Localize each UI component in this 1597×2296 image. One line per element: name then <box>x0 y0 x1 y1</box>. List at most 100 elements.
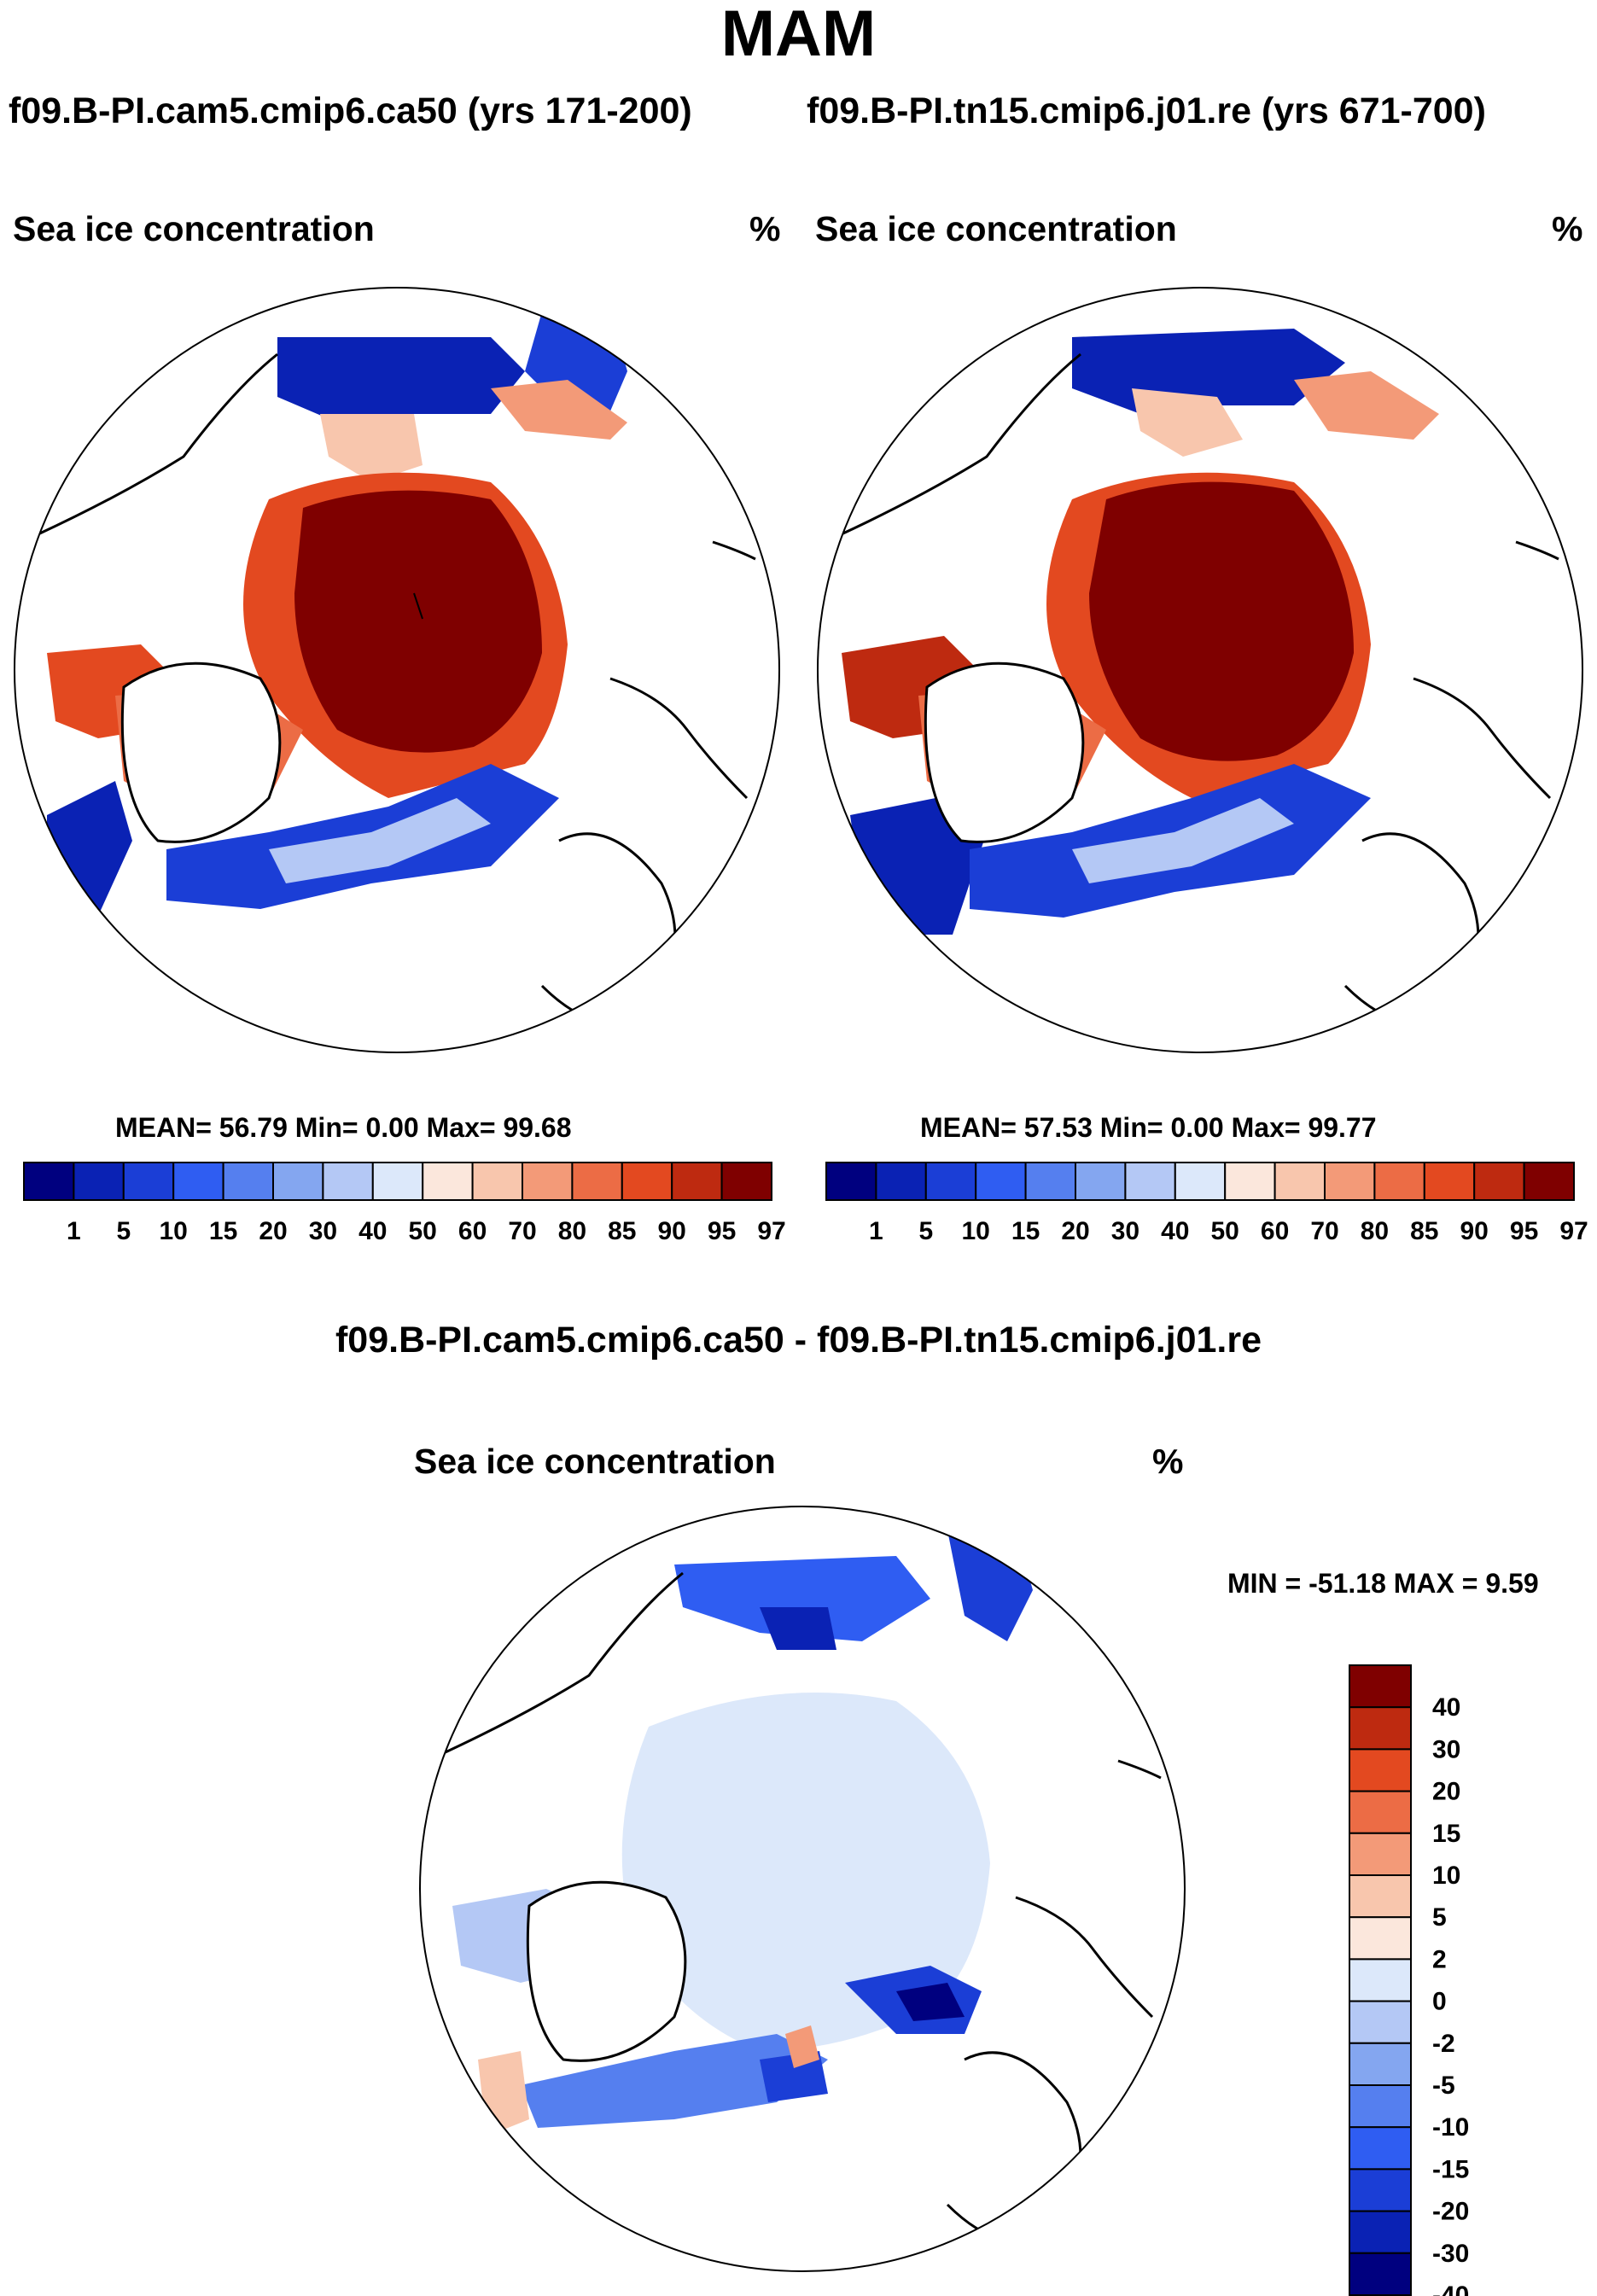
colorbar-tick-label: 20 <box>259 1217 287 1245</box>
colorbar-swatch <box>1349 1958 1412 2002</box>
panel-1-stats: MEAN= 56.79 Min= 0.00 Max= 99.68 <box>115 1112 572 1143</box>
colorbar-swatch <box>1349 1916 1412 1961</box>
colorbar-tick-label: 80 <box>1361 1217 1389 1245</box>
colorbar-tick-label: 90 <box>658 1217 686 1245</box>
panel-1-colorbar: 1 5 10 15 20 30 40 50 60 70 80 85 90 95 97 <box>23 1162 786 1245</box>
colorbar-swatch <box>571 1162 623 1201</box>
colorbar-swatch <box>1349 1790 1412 1834</box>
colorbar-tick-label: 40 <box>1161 1217 1189 1245</box>
colorbar-tick-label: 50 <box>409 1217 437 1245</box>
colorbar-tick-label: 40 <box>358 1217 387 1245</box>
colorbar-tick-label: 85 <box>1410 1217 1438 1245</box>
colorbar-swatch <box>1373 1162 1425 1201</box>
colorbar-tick-label: -20 <box>1432 2198 1469 2226</box>
colorbar-swatch <box>172 1162 224 1201</box>
colorbar-tick-label: 20 <box>1061 1217 1089 1245</box>
colorbar-swatch <box>875 1162 927 1201</box>
colorbar-tick-label: 15 <box>1011 1217 1040 1245</box>
greenland-outline <box>924 661 1085 843</box>
colorbar-swatch <box>720 1162 772 1201</box>
colorbar-swatch <box>1349 1748 1412 1792</box>
colorbar-tick-label: 15 <box>209 1217 237 1245</box>
colorbar-swatch <box>671 1162 723 1201</box>
colorbar-tick-label: -40 <box>1432 2281 1469 2296</box>
fram-strait-increase <box>785 2025 819 2068</box>
colorbar-tick-label: 70 <box>1310 1217 1338 1245</box>
colorbar-tick-label: 1 <box>869 1217 883 1245</box>
bering-strong-decrease <box>760 1607 836 1650</box>
colorbar-tick-label: -30 <box>1432 2240 1469 2268</box>
panel-2-run-title: f09.B-PI.tn15.cmip6.j01.re (yrs 671-700) <box>807 90 1486 131</box>
panel-1-run-title: f09.B-PI.cam5.cmip6.ca50 (yrs 171-200) <box>9 90 692 131</box>
colorbar-tick-label: 30 <box>1111 1217 1139 1245</box>
colorbar-tick-label: 95 <box>708 1217 736 1245</box>
okhotsk-mid-ice <box>1294 371 1439 440</box>
colorbar-tick-label: 10 <box>962 1217 990 1245</box>
map-boundary <box>817 287 1583 1053</box>
colorbar-swatch <box>1075 1162 1127 1201</box>
colorbar-tick-label: 1 <box>67 1217 81 1245</box>
difference-title: f09.B-PI.cam5.cmip6.ca50 - f09.B-PI.tn15… <box>335 1320 1262 1361</box>
colorbar-swatch <box>272 1162 324 1201</box>
colorbar-swatch <box>522 1162 574 1201</box>
colorbar-tick-label: 97 <box>1559 1217 1588 1245</box>
colorbar-swatch <box>471 1162 523 1201</box>
colorbar-swatch <box>73 1162 125 1201</box>
difference-polar-map <box>419 1506 1186 2272</box>
colorbar-tick-label: 20 <box>1432 1778 1460 1806</box>
panel-2-stats: MEAN= 57.53 Min= 0.00 Max= 99.77 <box>920 1112 1377 1143</box>
barents-strong-decrease <box>896 1983 965 2021</box>
colorbar-swatch <box>1024 1162 1077 1201</box>
colorbar-swatch <box>1349 2252 1412 2296</box>
colorbar-tick-label: -10 <box>1432 2113 1469 2142</box>
colorbar-swatch <box>422 1162 474 1201</box>
figure-title: MAM <box>720 0 877 70</box>
colorbar-swatch <box>1349 1832 1412 1877</box>
colorbar-swatch <box>1274 1162 1326 1201</box>
panel-1-units-label: % <box>749 209 781 248</box>
greenland-sea-strong-decrease <box>760 2051 828 2102</box>
panel-2-colorbar: 1 5 10 15 20 30 40 50 60 70 80 85 90 95 97 <box>825 1162 1588 1245</box>
panel-1-variable-label: Sea ice concentration <box>13 209 375 248</box>
colorbar-tick-label: 40 <box>1432 1693 1460 1722</box>
greenland-outline <box>526 1880 687 2062</box>
bering-strait-ice <box>1132 388 1243 457</box>
colorbar-swatch <box>371 1162 424 1201</box>
colorbar-swatch <box>122 1162 175 1201</box>
arctic-pack-ice <box>1089 481 1354 761</box>
colorbar-swatch <box>1349 2084 1412 2129</box>
colorbar-swatch <box>1349 1706 1412 1751</box>
difference-variable-label: Sea ice concentration <box>414 1442 776 1481</box>
colorbar-tick-label: 2 <box>1432 1945 1447 1973</box>
colorbar-swatch <box>1349 2000 1412 2044</box>
colorbar-swatch <box>975 1162 1027 1201</box>
colorbar-swatch <box>1473 1162 1525 1201</box>
marginal-ice-zone <box>269 798 491 883</box>
panel-2-units-label: % <box>1552 209 1583 248</box>
bering-low-ice-band <box>277 337 525 422</box>
map-boundary <box>14 287 780 1053</box>
colorbar-tick-label: 30 <box>1432 1735 1460 1763</box>
colorbar-swatch <box>825 1162 877 1201</box>
colorbar-swatch <box>1349 2126 1412 2171</box>
bering-strait-ice <box>320 414 423 482</box>
colorbar-swatch <box>322 1162 374 1201</box>
colorbar-swatch <box>1224 1162 1276 1201</box>
colorbar-swatch <box>924 1162 977 1201</box>
colorbar-tick-label: 50 <box>1211 1217 1239 1245</box>
labrador-decrease <box>521 2034 828 2128</box>
colorbar-tick-label: 60 <box>1261 1217 1289 1245</box>
colorbar-tick-label: 70 <box>508 1217 536 1245</box>
colorbar-tick-label: 80 <box>558 1217 586 1245</box>
marginal-ice-zone <box>1072 798 1294 883</box>
greenland-outline <box>120 661 282 843</box>
colorbar-swatch <box>1423 1162 1476 1201</box>
difference-units-label: % <box>1152 1442 1184 1481</box>
colorbar-tick-label: -15 <box>1432 2155 1469 2183</box>
colorbar-tick-label: 15 <box>1432 1820 1460 1848</box>
colorbar-swatch <box>1349 2168 1412 2212</box>
colorbar-tick-label: 60 <box>458 1217 487 1245</box>
colorbar-tick-label: 5 <box>116 1217 131 1245</box>
colorbar-tick-label: 5 <box>1432 1903 1447 1932</box>
colorbar-tick-label: 95 <box>1510 1217 1538 1245</box>
